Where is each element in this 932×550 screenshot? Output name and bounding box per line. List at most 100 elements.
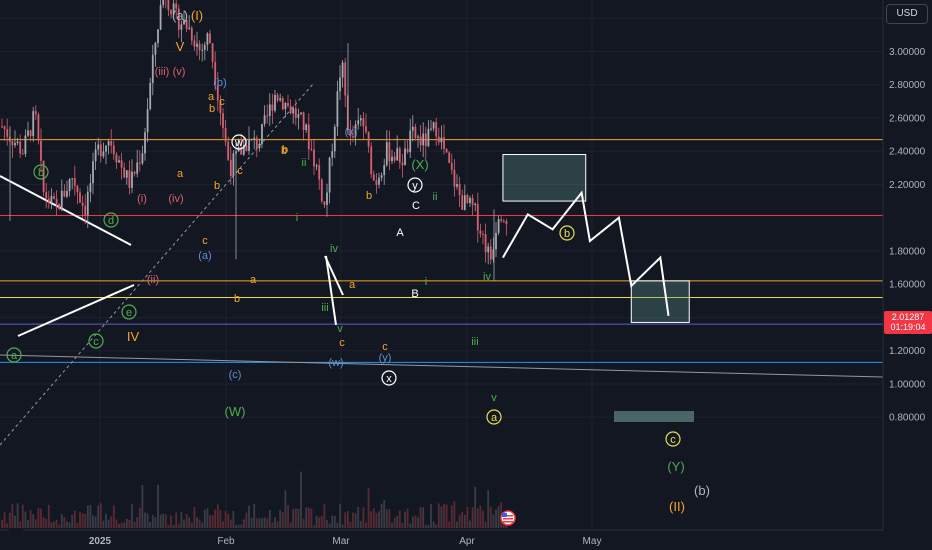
volume-bar	[432, 521, 435, 528]
candle-body	[245, 145, 248, 152]
volume-bar	[157, 484, 159, 528]
volume-bar	[489, 506, 492, 528]
candle-body	[443, 137, 445, 149]
candle-body	[112, 145, 115, 155]
wave-label: (a)	[172, 8, 188, 23]
candle-body	[419, 136, 422, 146]
candle-body	[424, 133, 427, 147]
candle-body	[203, 44, 206, 50]
volume-bar	[175, 512, 178, 528]
candle-body	[357, 120, 360, 125]
triangle-lower-line	[17, 284, 135, 337]
volume-bar	[120, 522, 123, 528]
wave-label-circle	[6, 347, 22, 363]
volume-bar	[354, 513, 357, 528]
candle-body	[414, 126, 417, 138]
volume-bar	[47, 504, 50, 528]
candle-body	[294, 108, 297, 118]
volume-bar	[14, 515, 16, 528]
time-axis[interactable]: 2025 Feb Mar Apr May	[89, 536, 602, 547]
volume-bar	[8, 512, 11, 528]
wave-label: c	[219, 96, 225, 108]
candle-body	[21, 153, 24, 155]
candle-body	[274, 94, 276, 111]
wave-label-circle	[121, 304, 137, 320]
candle-body	[219, 100, 222, 114]
volume-bar	[3, 512, 6, 528]
target-zones	[502, 154, 694, 422]
wave-label: a	[208, 91, 215, 103]
candle-body	[209, 33, 211, 44]
volume-bar	[320, 516, 323, 528]
wave-label: c	[237, 165, 243, 177]
candle-body	[144, 132, 146, 154]
volume-bar	[250, 517, 253, 528]
volume-bar	[307, 507, 310, 528]
candle-body	[97, 144, 100, 150]
volume-bar	[110, 516, 113, 528]
volume-bar	[380, 503, 383, 528]
candle-body	[406, 148, 409, 153]
candle-body	[482, 233, 484, 235]
candle-body	[305, 124, 308, 131]
wave-label: (b)	[213, 77, 226, 89]
volume-bar	[29, 510, 32, 528]
wave-label: ii	[433, 191, 438, 203]
volume-bar	[401, 523, 404, 528]
candle-body	[380, 175, 383, 178]
candle-body	[224, 127, 227, 142]
candle-body	[180, 24, 183, 30]
candle-body	[45, 191, 48, 199]
price-axis-bg[interactable]	[883, 0, 932, 530]
volume-bar	[167, 524, 170, 528]
volume-bar	[323, 504, 326, 528]
volume-bar	[89, 504, 92, 528]
volume-bar	[385, 509, 388, 528]
candle-body	[177, 8, 180, 30]
candle-body	[427, 128, 430, 147]
wave-label: b	[38, 167, 44, 179]
wave-label: e	[126, 307, 132, 319]
wave-label: x	[386, 373, 392, 385]
currency-button[interactable]: USD	[886, 4, 928, 24]
candle-body	[331, 151, 334, 158]
candle-body	[463, 195, 466, 210]
time-axis-bg[interactable]	[0, 530, 883, 550]
candle-body	[193, 40, 196, 47]
volume-bar	[81, 513, 84, 528]
candle-body	[378, 177, 380, 185]
candle-body	[42, 160, 45, 192]
volume-bar	[359, 521, 362, 528]
wave-label: v	[337, 323, 343, 335]
volume-bar	[463, 514, 466, 528]
volume-bar	[461, 512, 464, 528]
wave-label: B	[411, 288, 418, 300]
volume-bar	[149, 521, 152, 528]
volume-bar	[339, 503, 341, 528]
volume-bar	[388, 509, 391, 528]
volume-bar	[349, 522, 352, 528]
volume-bar	[146, 513, 149, 528]
candle-body	[188, 27, 191, 29]
wave-label: i	[296, 212, 298, 224]
wave-label: c	[202, 235, 208, 247]
candle-body	[432, 122, 435, 129]
volume-bar	[201, 522, 204, 528]
volume-bar	[159, 514, 162, 528]
volume-bar	[393, 517, 396, 528]
volume-bar	[118, 523, 120, 528]
y-tick-label: 2.60000	[889, 113, 926, 124]
wave-label: (W)	[225, 404, 246, 419]
volume-bar	[448, 521, 451, 528]
candle-body	[401, 162, 404, 166]
wave-label: (II)	[669, 499, 685, 514]
candle-body	[206, 33, 209, 45]
candle-body	[1, 126, 3, 128]
volume-bar	[55, 519, 58, 528]
wave-label: a	[491, 412, 498, 424]
volume-bar	[105, 513, 107, 528]
wave-label: (b)	[694, 483, 710, 498]
